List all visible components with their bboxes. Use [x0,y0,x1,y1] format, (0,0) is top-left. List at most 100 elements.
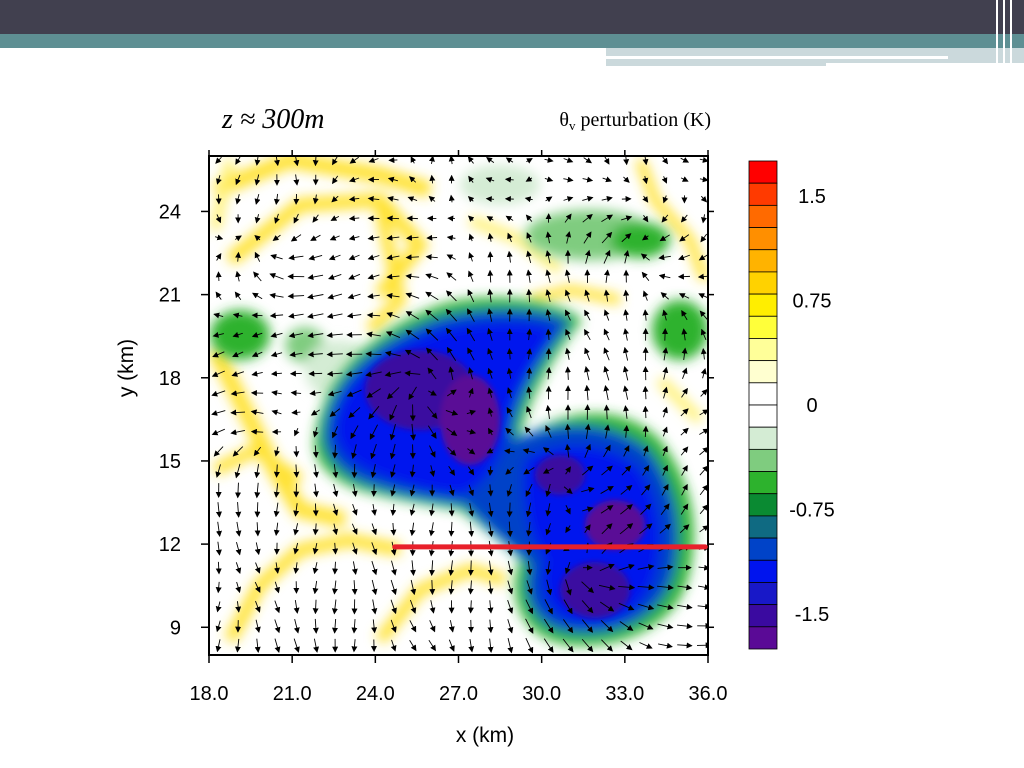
wind-vector [429,620,436,633]
wind-vector [582,213,593,223]
wind-vector [680,408,689,417]
wind-vector [230,390,245,397]
colorbar-cell [748,493,778,517]
wind-vector [599,563,615,572]
wind-vector [386,273,400,280]
wind-vector [526,348,533,360]
wind-vector [273,522,280,537]
wind-vector [522,448,535,454]
wind-vector [367,234,380,241]
wind-vector [232,312,243,319]
wind-vector [599,601,615,612]
wind-vector [446,272,457,281]
chart-title: z ≈ 300m [221,104,324,135]
wind-vector [371,542,378,556]
wind-vector [293,619,300,634]
wind-vector [274,213,280,224]
colorbar-cell [748,626,778,650]
wind-vector [699,465,708,476]
wind-vector [307,274,324,280]
wind-vector [312,483,319,498]
wind-vector [468,387,474,398]
wind-vector [700,328,707,341]
wind-vector [680,503,689,515]
wind-vector [389,424,396,441]
wind-vector [504,176,514,183]
wind-vector [681,328,688,341]
wind-vector [293,213,300,224]
wind-vector [213,312,224,319]
wind-vector [699,525,708,533]
wind-vector [642,290,649,301]
wind-vector [526,560,533,576]
wind-vector [307,332,324,339]
wind-vector [235,542,242,556]
wind-vector [293,638,300,653]
wind-vector [487,466,494,476]
wind-vector [250,428,264,435]
wind-vector [328,254,341,261]
wind-vector [428,522,435,537]
colorbar-cell [748,249,778,273]
wind-vector [448,521,455,537]
wind-vector [231,371,245,377]
wind-vector [525,214,533,222]
wind-vector [409,522,416,537]
wind-vector [254,522,261,537]
wind-vector [603,347,610,361]
wind-vector [448,466,456,476]
wind-vector [312,464,319,478]
wind-vector [545,404,552,420]
wind-vector [290,390,302,397]
wind-vector [698,293,708,299]
colorbar-cell [748,293,778,317]
wind-vector [448,484,455,497]
wind-vector [428,156,435,164]
wind-vector [623,250,630,264]
wind-vector [446,254,456,260]
wind-vector [429,600,436,614]
wind-vector [254,619,261,634]
wind-vector [326,332,343,339]
subtitle-text: perturbation (K) [580,109,711,131]
wind-vector [270,254,283,260]
wind-vector [331,426,339,439]
wind-vector [215,156,222,164]
wind-vector [446,427,458,436]
wind-vector [524,196,533,203]
wind-vector [618,602,635,611]
wind-vector [332,156,339,166]
wind-vector [603,444,611,458]
wind-vector [331,195,339,203]
wind-vector [525,599,534,615]
colorbar-cell [748,204,778,228]
x-tick-label: 33.0 [605,683,644,705]
wind-vector [312,503,319,517]
wind-vector [445,409,459,416]
wind-vector [405,254,419,261]
wind-vector [346,312,362,319]
wind-vector [545,269,552,283]
wind-vector [332,444,339,459]
wind-vector [235,174,241,186]
wind-vector [329,408,341,417]
wind-vector [642,175,649,185]
wind-vector [658,273,671,280]
wind-vector [390,579,397,596]
wind-vector [404,349,420,359]
wind-vector [487,484,494,497]
wind-vector [507,232,513,243]
wind-vector [332,503,339,516]
wind-vector [487,560,494,576]
wind-vector [290,234,302,242]
wind-vector [409,599,417,614]
wind-vector [565,525,572,534]
wind-vector [526,386,533,399]
wind-vector [468,521,475,538]
wind-vector [700,388,708,397]
wind-vector [254,156,261,166]
wind-vector [405,273,420,280]
wind-vector [254,251,261,262]
x-tick-label: 21.0 [273,683,312,705]
wind-vector [307,313,324,319]
